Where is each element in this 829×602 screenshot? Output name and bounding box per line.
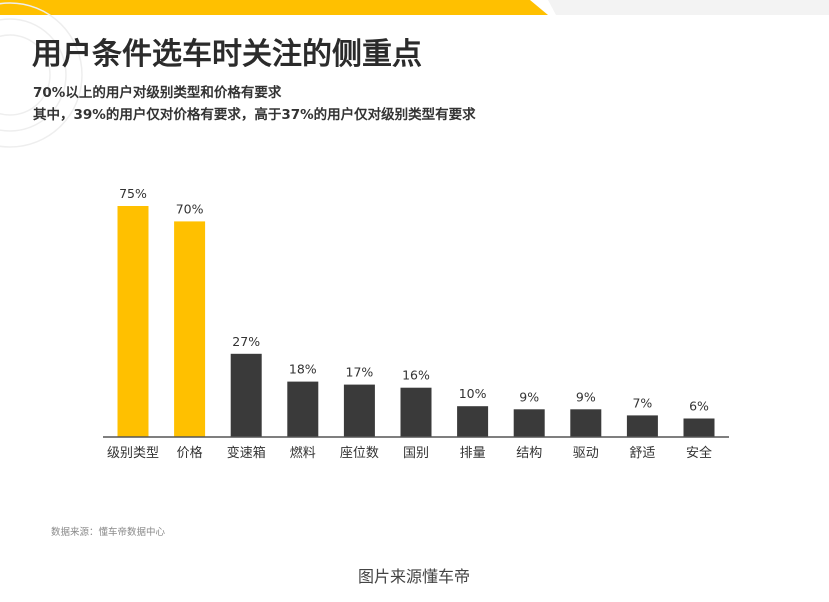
category-label-11: 安全: [686, 445, 712, 461]
value-label-3: 27%: [232, 334, 260, 349]
value-label-2: 70%: [176, 201, 204, 216]
bar-series: [117, 206, 715, 437]
category-label-1: 级别类型: [107, 446, 159, 461]
category-label-10: 舒适: [629, 446, 655, 461]
category-label-7: 排量: [460, 446, 486, 461]
bar-4: [287, 381, 319, 437]
top-accent-stripe: [0, 0, 548, 15]
value-label-4: 18%: [289, 362, 317, 377]
bar-3: [230, 353, 262, 437]
value-label-10: 7%: [632, 395, 652, 410]
category-label-9: 驱动: [573, 446, 599, 461]
chart-title: 用户条件选车时关注的侧重点: [32, 37, 422, 72]
value-label-5: 17%: [346, 365, 374, 380]
category-label-5: 座位数: [340, 446, 379, 461]
source-note: 数据来源：懂车帝数据中心: [51, 526, 166, 538]
value-labels: 75% 70% 27% 18% 17% 16% 10% 9% 9% 7% 6%: [119, 186, 709, 414]
category-label-6: 国别: [403, 446, 429, 461]
category-label-4: 燃料: [290, 445, 316, 461]
category-label-2: 价格: [177, 445, 203, 461]
bar-1: [117, 206, 149, 437]
value-label-11: 6%: [689, 399, 709, 414]
chart-subtitle-line-1: 70%以上的用户对级别类型和价格有要求: [33, 84, 282, 101]
bar-10: [626, 415, 658, 437]
value-label-8: 9%: [519, 389, 539, 404]
category-label-3: 变速箱: [227, 445, 266, 461]
bar-6: [400, 387, 432, 437]
bar-5: [343, 384, 375, 437]
bar-8: [513, 409, 545, 437]
top-light-stripe: [548, 0, 829, 15]
category-label-8: 结构: [516, 446, 542, 461]
bar-2: [174, 221, 206, 437]
decorative-rings: [0, 2, 83, 148]
bar-9: [570, 409, 602, 437]
category-labels: 级别类型 价格 变速箱 燃料 座位数 国别 排量 结构 驱动 舒适 安全: [107, 445, 712, 461]
value-label-7: 10%: [459, 386, 487, 401]
image-caption: 图片来源懂车帝: [358, 567, 470, 586]
value-label-6: 16%: [402, 368, 430, 383]
value-label-1: 75%: [119, 186, 147, 201]
bar-7: [457, 406, 489, 437]
value-label-9: 9%: [576, 389, 596, 404]
bar-11: [683, 418, 715, 437]
chart-subtitle-line-2: 其中，39%的用户仅对价格有要求，高于37%的用户仅对级别类型有要求: [33, 106, 476, 123]
